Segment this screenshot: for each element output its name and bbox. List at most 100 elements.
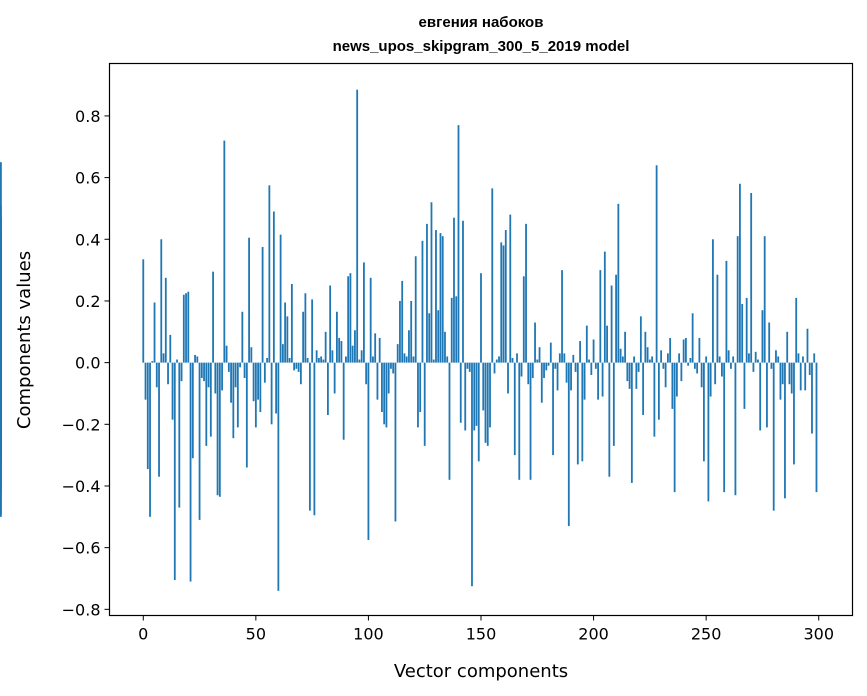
bar (752, 362, 755, 372)
bar (435, 230, 437, 363)
y-tick-label: −0.6 (62, 539, 101, 558)
bar (243, 362, 246, 379)
bar (372, 356, 374, 363)
bar (590, 362, 593, 375)
bar (311, 299, 314, 363)
bar (245, 362, 248, 468)
bar (721, 362, 723, 377)
bar (529, 362, 532, 480)
bar (518, 362, 521, 480)
bar (775, 350, 777, 363)
bar (516, 353, 518, 363)
y-tick-label: −0.8 (62, 600, 101, 619)
bar (423, 362, 426, 446)
bar (444, 331, 446, 363)
bar (162, 353, 165, 363)
bar (405, 356, 408, 363)
bar (376, 362, 379, 400)
bar (757, 359, 759, 363)
bar (308, 362, 311, 511)
bar (270, 362, 273, 425)
bar (320, 356, 323, 363)
bar (592, 339, 595, 363)
bar (356, 89, 359, 363)
bar (0, 362, 2, 493)
bar (597, 362, 599, 400)
bar (525, 223, 527, 363)
bar (277, 362, 280, 591)
bar (297, 362, 300, 372)
bar (723, 362, 726, 493)
bar (417, 362, 419, 428)
bar (149, 362, 151, 517)
bar (675, 362, 678, 397)
bar (448, 362, 451, 480)
bar (547, 362, 550, 366)
bar (272, 211, 275, 363)
bar (331, 350, 334, 363)
bar (554, 362, 557, 369)
bar (241, 311, 244, 363)
x-tick-label: 50 (246, 625, 266, 644)
bar (146, 362, 149, 470)
bar (212, 271, 214, 363)
bar (457, 125, 460, 363)
x-tick-label: 150 (466, 625, 497, 644)
bar (178, 362, 181, 508)
bar (329, 285, 332, 363)
bar (410, 300, 413, 363)
x-axis-label: Vector components (394, 661, 568, 682)
bar (214, 362, 217, 394)
bar (455, 296, 458, 363)
bar (191, 362, 194, 459)
bar (194, 354, 196, 363)
bar (480, 273, 482, 363)
bar (351, 345, 354, 363)
bar (158, 362, 160, 477)
bar (349, 273, 352, 363)
bar (261, 246, 264, 363)
y-tick-label: 0.2 (75, 292, 100, 311)
bar (606, 325, 608, 363)
bar (583, 362, 586, 400)
bar (594, 362, 597, 369)
bar (200, 362, 203, 379)
bar (484, 362, 487, 443)
bar (617, 203, 620, 363)
bar (716, 274, 719, 363)
bar (790, 362, 793, 394)
bar (354, 330, 356, 363)
bar (705, 356, 708, 363)
bar (511, 358, 514, 363)
bar (284, 302, 287, 363)
bar (257, 362, 259, 400)
bar (761, 310, 764, 363)
bar (167, 362, 169, 385)
bar (806, 328, 809, 363)
bar (340, 341, 343, 363)
bar (615, 274, 617, 363)
bar (700, 362, 703, 388)
y-axis-label: Components values (14, 251, 35, 429)
bar (477, 362, 480, 462)
bar (743, 362, 746, 409)
bar (646, 347, 649, 363)
bar (491, 188, 494, 363)
bar (182, 294, 185, 363)
bar (536, 359, 539, 363)
bar (390, 362, 392, 369)
x-tick-label: 300 (803, 625, 834, 644)
bar (475, 362, 478, 426)
bar (383, 362, 386, 425)
bar (378, 337, 381, 363)
bar (540, 362, 543, 403)
bar (466, 362, 469, 369)
bar (169, 334, 172, 363)
bar (709, 362, 712, 397)
bar (651, 356, 654, 363)
bar (495, 359, 498, 363)
bar (234, 362, 237, 388)
bar (570, 362, 572, 391)
bar (293, 362, 296, 371)
bar (459, 362, 462, 423)
